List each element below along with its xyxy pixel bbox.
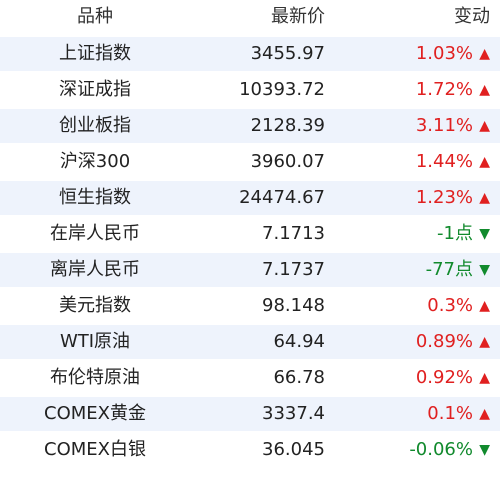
- table-row: COMEX白银 36.045 -0.06% ▼: [0, 433, 500, 467]
- table-row: 布伦特原油 66.78 0.92% ▲: [0, 361, 500, 395]
- instrument-name: 布伦特原油: [50, 367, 140, 388]
- table-row: WTI原油 64.94 0.89% ▲: [0, 325, 500, 359]
- change: 1.23%: [415, 187, 473, 208]
- change-arrow: ▼: [479, 226, 490, 242]
- last-price: 36.045: [262, 439, 325, 460]
- last-price: 24474.67: [239, 187, 325, 208]
- instrument-name: 恒生指数: [59, 187, 131, 208]
- change: 0.1%: [427, 403, 473, 424]
- instrument-name: 离岸人民币: [50, 259, 140, 280]
- change: -1点: [437, 223, 473, 244]
- change: -0.06%: [409, 439, 473, 460]
- table-row: 上证指数 3455.97 1.03% ▲: [0, 37, 500, 71]
- instrument-name: 深证成指: [59, 79, 131, 100]
- table-row: 离岸人民币 7.1737 -77点 ▼: [0, 253, 500, 287]
- instrument-name: WTI原油: [59, 331, 131, 352]
- last-price: 64.94: [273, 331, 325, 352]
- change-arrow: ▲: [479, 406, 490, 422]
- instrument-name: 在岸人民币: [50, 223, 140, 244]
- header-cell: 最新价: [271, 6, 325, 27]
- last-price: 2128.39: [250, 115, 325, 136]
- instrument-name: 美元指数: [59, 295, 131, 316]
- change: 1.03%: [415, 43, 473, 64]
- change-arrow: ▲: [479, 118, 490, 134]
- change-arrow: ▲: [479, 46, 490, 62]
- last-price: 98.148: [262, 295, 325, 316]
- instrument-name: 创业板指: [59, 115, 131, 136]
- last-price: 7.1737: [262, 259, 325, 280]
- table-row: COMEX黄金 3337.4 0.1% ▲: [0, 397, 500, 431]
- instrument-name: COMEX黄金: [44, 403, 146, 424]
- instrument-name: COMEX白银: [44, 439, 146, 460]
- table-row: 美元指数 98.148 0.3% ▲: [0, 289, 500, 323]
- change: 3.11%: [415, 115, 473, 136]
- change: 1.44%: [415, 151, 473, 172]
- instrument-name: 沪深300: [59, 151, 131, 172]
- change: 0.89%: [415, 331, 473, 352]
- change-arrow: ▼: [479, 262, 490, 278]
- change: 1.72%: [415, 79, 473, 100]
- table-row: 深证成指 10393.72 1.72% ▲: [0, 73, 500, 107]
- change: 0.3%: [427, 295, 473, 316]
- change: -77点: [425, 259, 473, 280]
- change-arrow: ▲: [479, 82, 490, 98]
- last-price: 7.1713: [262, 223, 325, 244]
- last-price: 3960.07: [250, 151, 325, 172]
- change: 0.92%: [415, 367, 473, 388]
- table-row: 恒生指数 24474.67 1.23% ▲: [0, 181, 500, 215]
- change-arrow: ▼: [479, 442, 490, 458]
- change-arrow: ▲: [479, 298, 490, 314]
- table-row: 创业板指 2128.39 3.11% ▲: [0, 109, 500, 143]
- last-price: 3337.4: [262, 403, 325, 424]
- change-arrow: ▲: [479, 154, 490, 170]
- last-price: 3455.97: [250, 43, 325, 64]
- instrument-name: 上证指数: [59, 43, 131, 64]
- table-row: 在岸人民币 7.1713 -1点 ▼: [0, 217, 500, 251]
- change-arrow: ▲: [479, 190, 490, 206]
- change-arrow: ▲: [479, 370, 490, 386]
- header-cell: 变动: [454, 6, 490, 27]
- table-row: 沪深300 3960.07 1.44% ▲: [0, 145, 500, 179]
- header-row: 品种 最新价 变动: [0, 0, 500, 34]
- header-cell: 品种: [77, 6, 113, 27]
- last-price: 66.78: [273, 367, 325, 388]
- last-price: 10393.72: [239, 79, 325, 100]
- change-arrow: ▲: [479, 334, 490, 350]
